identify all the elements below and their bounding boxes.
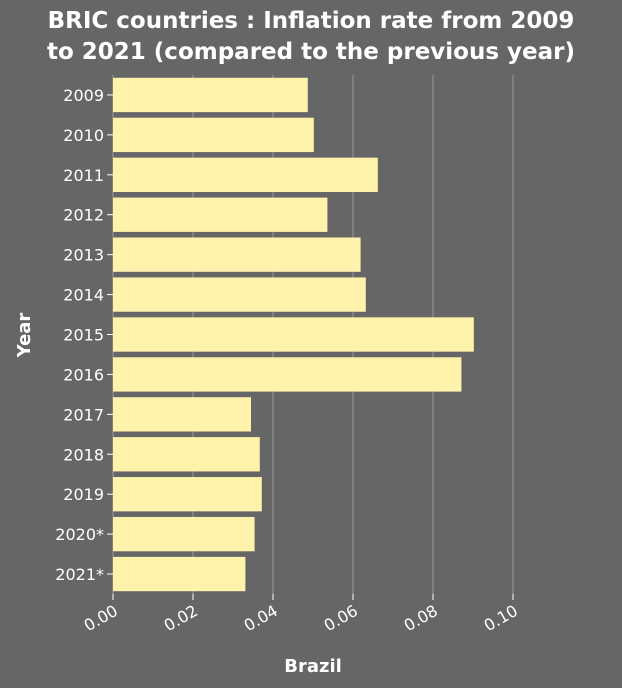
y-tick-label: 2017 (63, 405, 104, 424)
bar-2021 (113, 556, 246, 592)
bar-2014 (113, 277, 366, 312)
bar-2018 (113, 437, 260, 472)
x-axis: 0.00 0.02 0.04 0.06 0.08 0.10 (81, 594, 521, 635)
y-tick-label: 2010 (63, 126, 104, 145)
y-tick-label: 2019 (63, 485, 104, 504)
y-tick-label: 2015 (63, 326, 104, 345)
bar-2012 (113, 197, 328, 232)
y-tick-label: 2021* (55, 565, 104, 584)
y-axis: 2009 2010 2011 2012 2013 2014 2015 2016 2017 2018… (55, 86, 113, 584)
bar-2013 (113, 237, 361, 272)
bar-2015 (113, 317, 474, 352)
bar-2020 (113, 516, 255, 552)
y-tick-label: 2016 (63, 365, 104, 384)
y-tick-label: 2013 (63, 246, 104, 265)
bar-2011 (113, 157, 378, 192)
x-tick-label: 0.02 (161, 601, 201, 635)
x-tick-label: 0.00 (81, 601, 121, 635)
y-tick-label: 2020* (55, 525, 104, 544)
bars (113, 77, 474, 592)
bar-2010 (113, 117, 314, 153)
chart-title-line-1: BRIC countries : Inflation rate from 200… (48, 8, 575, 34)
y-axis-label: Year (14, 313, 35, 359)
y-tick-label: 2011 (63, 166, 104, 185)
bar-2019 (113, 477, 262, 512)
y-tick-label: 2012 (63, 206, 104, 225)
y-tick-label: 2014 (63, 286, 104, 305)
x-axis-label: Brazil (284, 656, 342, 677)
y-tick-label: 2009 (63, 86, 104, 105)
bar-2009 (113, 77, 308, 113)
y-tick-label: 2018 (63, 445, 104, 464)
bar-2016 (113, 357, 462, 392)
chart-title-line-2: to 2021 (compared to the previous year) (47, 39, 575, 65)
bar-2017 (113, 397, 251, 432)
x-tick-label: 0.06 (321, 601, 361, 635)
x-tick-label: 0.10 (481, 601, 521, 635)
x-tick-label: 0.08 (401, 601, 441, 635)
x-tick-label: 0.04 (241, 601, 281, 635)
